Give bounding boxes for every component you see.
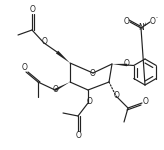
Text: O: O — [53, 85, 59, 94]
Text: O: O — [42, 38, 48, 46]
Text: +: + — [143, 22, 147, 27]
Polygon shape — [54, 82, 70, 91]
Polygon shape — [112, 64, 127, 66]
Text: O: O — [124, 60, 130, 69]
Text: O: O — [150, 18, 156, 27]
Text: O: O — [143, 96, 149, 105]
Text: O: O — [87, 98, 93, 106]
Text: O: O — [114, 90, 120, 99]
Text: -: - — [156, 15, 158, 21]
Text: N: N — [138, 24, 144, 33]
Text: O: O — [76, 130, 82, 140]
Text: O: O — [22, 63, 28, 72]
Polygon shape — [56, 51, 70, 63]
Text: O: O — [30, 6, 36, 15]
Text: O: O — [90, 69, 96, 78]
Text: O: O — [124, 18, 130, 27]
